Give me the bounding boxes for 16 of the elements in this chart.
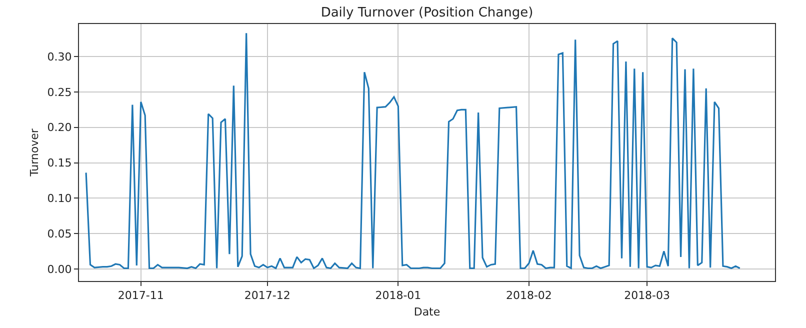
y-tick-label: 0.15 [47, 156, 72, 170]
y-tick-label: 0.30 [47, 50, 72, 64]
x-tick-label: 2018-03 [624, 289, 670, 302]
y-tick-label: 0.10 [47, 192, 72, 206]
y-tick-label: 0.05 [47, 227, 72, 240]
x-tick-label: 2018-02 [506, 289, 552, 302]
x-axis-title: Date [414, 305, 440, 318]
y-tick-label: 0.25 [47, 86, 72, 99]
y-axis-title: Turnover [28, 128, 41, 178]
y-tick-label: 0.20 [47, 121, 72, 134]
x-tick-label: 2018-01 [375, 289, 422, 302]
y-tick-label: 0.00 [47, 262, 72, 276]
x-tick-label: 2017-12 [244, 289, 290, 302]
chart-title: Daily Turnover (Position Change) [320, 6, 534, 21]
line-series [85, 32, 741, 270]
x-tick-label: 2017-11 [118, 289, 164, 302]
